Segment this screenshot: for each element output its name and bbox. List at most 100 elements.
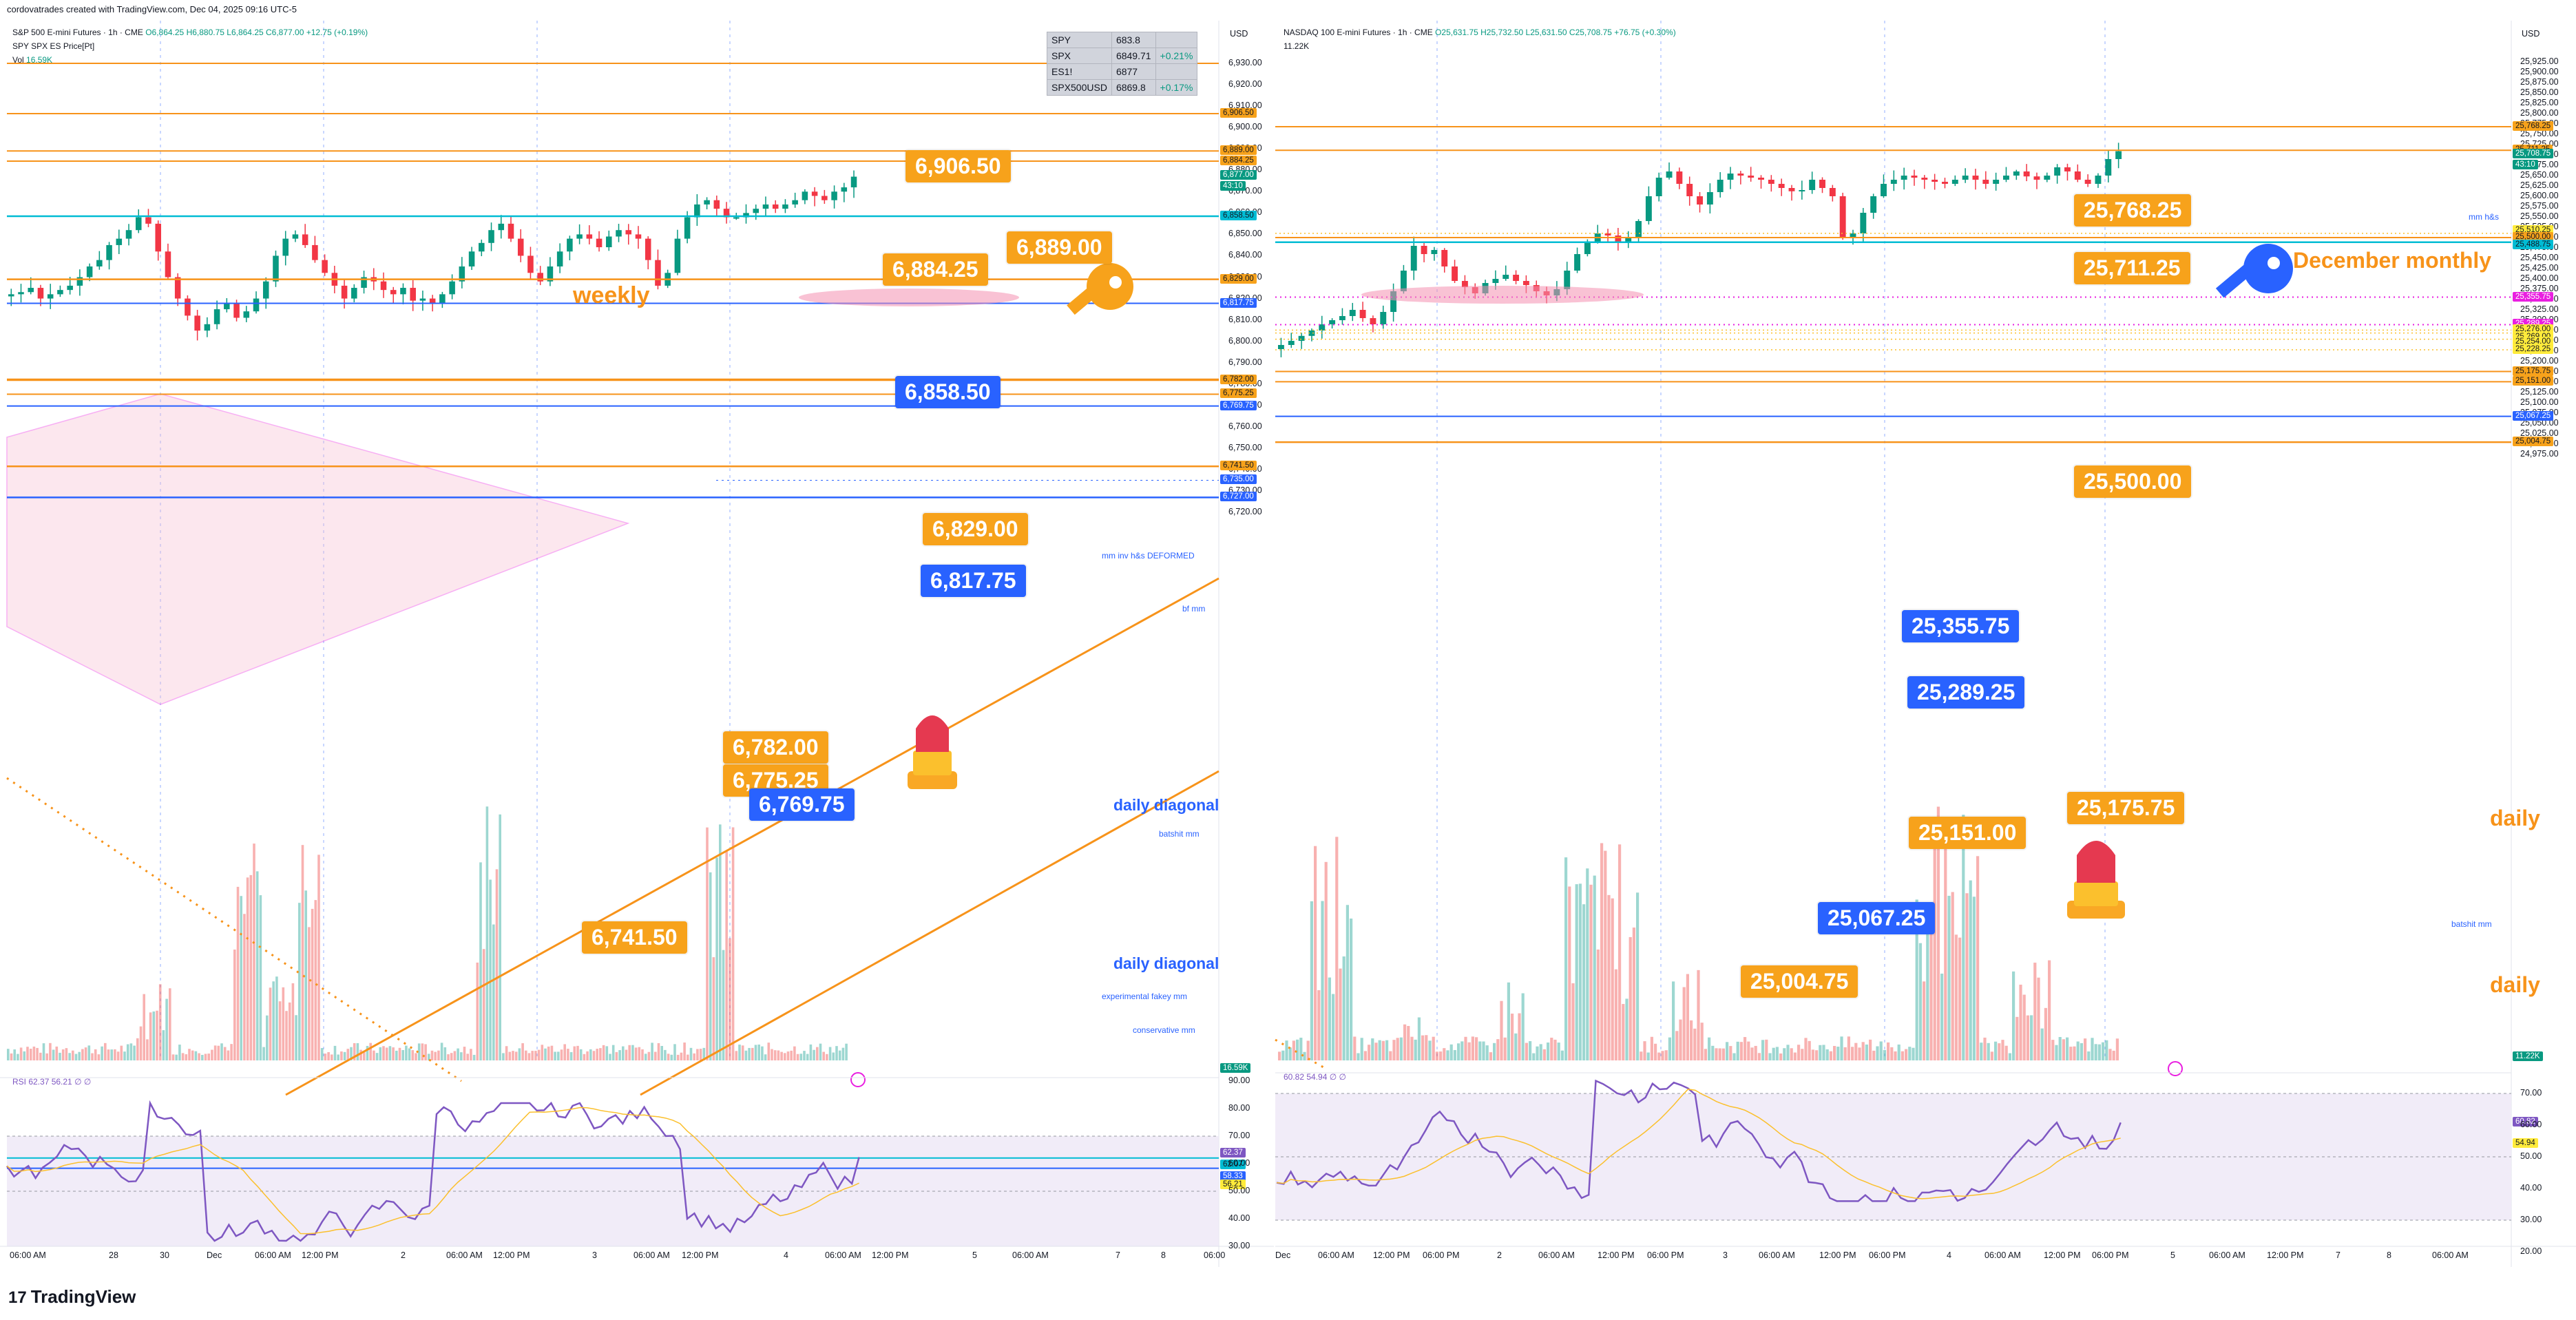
price-callout[interactable]: 6,829.00: [923, 513, 1028, 545]
volume-bar: [651, 1043, 653, 1060]
volume-bar: [1697, 970, 1700, 1060]
volume-bar: [596, 1049, 598, 1060]
price-axis-label: 25,425.00: [2520, 263, 2559, 273]
price-callout[interactable]: 6,889.00: [1007, 231, 1112, 264]
candle-body: [400, 288, 406, 295]
volume-bar: [408, 1048, 411, 1060]
right-chart-title[interactable]: NASDAQ 100 E-mini Futures · 1h · CME O25…: [1284, 28, 1676, 37]
price-tag: 25,254.00: [2513, 336, 2554, 346]
volume-bar: [670, 1054, 673, 1060]
price-callout[interactable]: 25,067.25: [1818, 902, 1936, 934]
left-price-chart[interactable]: [0, 21, 1274, 1267]
volume-bar: [1593, 875, 1596, 1060]
volume-bar: [1729, 1046, 1732, 1060]
left-indicator-label[interactable]: SPY SPX ES Price[Pt]: [12, 41, 95, 51]
candle-body: [262, 281, 269, 299]
volume-bar: [428, 1054, 430, 1060]
volume-bar: [443, 1047, 447, 1060]
right-chart-pane[interactable]: NASDAQ 100 E-mini Futures · 1h · CME O25…: [1275, 21, 2576, 1267]
volume-bar: [518, 1048, 521, 1060]
volume-bar: [1435, 1051, 1438, 1060]
volume-bar: [460, 1052, 463, 1060]
candle-body: [1881, 184, 1887, 196]
volume-bar: [479, 862, 482, 1060]
time-axis-label: 12:00 PM: [872, 1250, 909, 1260]
tradingview-logo[interactable]: 17 TradingView: [8, 1286, 136, 1308]
time-axis-label: 06:00 PM: [2092, 1250, 2129, 1260]
price-callout[interactable]: 25,768.25: [2074, 194, 2192, 227]
price-callout[interactable]: 6,741.50: [582, 921, 687, 954]
price-callout[interactable]: 6,884.25: [883, 253, 988, 286]
left-chart-pane[interactable]: S&P 500 E-mini Futures · 1h · CME O6,864…: [0, 21, 1274, 1267]
volume-bar: [1840, 1036, 1843, 1060]
price-callout[interactable]: 25,355.75: [1902, 610, 2020, 642]
price-callout[interactable]: 6,817.75: [921, 565, 1026, 597]
volume-bar: [171, 1054, 175, 1060]
volume-bar: [424, 1044, 427, 1060]
volume-bar: [114, 1049, 116, 1060]
price-callout[interactable]: 25,151.00: [1909, 817, 2027, 849]
volume-bar: [437, 1050, 440, 1060]
volume-bar: [1339, 968, 1342, 1060]
volume-bar: [1317, 990, 1321, 1060]
candle-body: [76, 277, 83, 286]
right-price-chart[interactable]: [1275, 21, 2576, 1267]
candle-body: [1900, 176, 1907, 180]
volume-bar: [1679, 1019, 1682, 1060]
right-rsi-legend[interactable]: 60.82 54.94 ∅ ∅: [1284, 1072, 1346, 1082]
volume-bar: [1747, 1041, 1750, 1060]
rsi-tag: 62.37: [1220, 1147, 1246, 1157]
left-chart-title[interactable]: S&P 500 E-mini Futures · 1h · CME O6,864…: [12, 28, 368, 37]
left-volume-legend[interactable]: Vol 16.59K: [12, 55, 52, 65]
price-callout[interactable]: 6,906.50: [905, 150, 1011, 182]
volume-bar: [1668, 1037, 1671, 1060]
price-callout[interactable]: 25,004.75: [1741, 965, 1858, 998]
volume-bar: [1432, 1036, 1435, 1060]
candle-body: [733, 217, 740, 219]
volume-bar: [826, 1054, 828, 1060]
volume-bar: [346, 1049, 350, 1060]
volume-bar: [49, 1043, 52, 1060]
price-callout[interactable]: 25,711.25: [2074, 252, 2190, 284]
time-axis-label: 06:00 AM: [10, 1250, 46, 1260]
price-callout[interactable]: 6,769.75: [749, 788, 855, 821]
candle-body: [1625, 238, 1632, 242]
candle-body: [213, 309, 220, 324]
lightning-icon: [2168, 1061, 2183, 1076]
volume-bar: [42, 1043, 45, 1060]
volume-bar: [1693, 1028, 1697, 1060]
key-icon: [1109, 276, 1122, 289]
volume-bar: [1954, 934, 1958, 1060]
volume-bar: [181, 1053, 185, 1060]
price-callout[interactable]: 25,289.25: [1907, 676, 2025, 709]
volume-bar: [1936, 806, 1940, 1060]
price-callout[interactable]: 6,782.00: [723, 731, 828, 764]
candle-body: [1329, 320, 1336, 324]
daily-label-1: daily: [2490, 806, 2540, 830]
volume-bar: [278, 1001, 282, 1060]
volume-bar: [738, 1045, 741, 1060]
candle-body: [841, 187, 848, 192]
volume-bar: [771, 1049, 773, 1060]
left-rsi-legend[interactable]: RSI 62.37 56.21 ∅ ∅: [12, 1077, 92, 1087]
candle-body: [2033, 176, 2040, 180]
volume-bar: [557, 1051, 560, 1060]
price-callout[interactable]: 25,175.75: [2067, 792, 2185, 824]
time-axis-label: 4: [784, 1250, 788, 1260]
volume-bar: [828, 1047, 832, 1060]
key-icon: [1067, 277, 1108, 315]
volume-bar: [1518, 1013, 1521, 1060]
price-axis-label: 25,925.00: [2520, 56, 2559, 66]
rsi-ma-line: [1276, 1089, 2121, 1199]
volume-bar: [373, 1050, 375, 1060]
rsi-ma-line: [6, 1107, 859, 1235]
right-volume-legend[interactable]: 11.22K: [1284, 41, 1310, 51]
price-callout[interactable]: 6,858.50: [895, 376, 1001, 408]
price-tag: 43:10: [1220, 180, 1246, 191]
candle-body: [547, 266, 554, 282]
volume-bar: [240, 896, 242, 1060]
volume-bar: [1790, 1048, 1793, 1060]
price-tag: 25,488.75: [2513, 239, 2554, 249]
volume-bar: [1600, 843, 1604, 1060]
price-callout[interactable]: 25,500.00: [2074, 465, 2192, 498]
